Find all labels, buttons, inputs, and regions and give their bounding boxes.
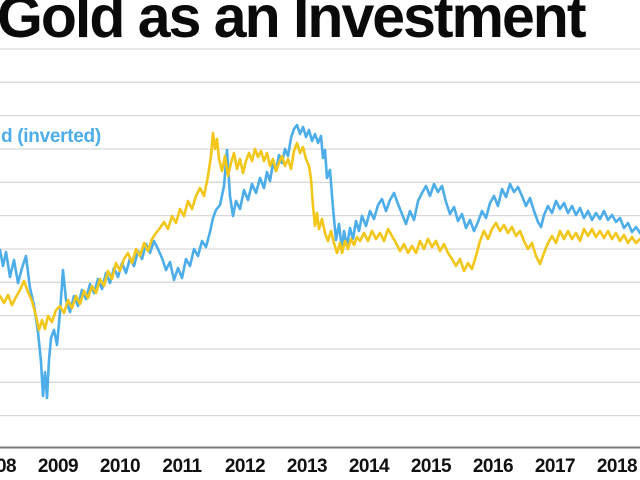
legend-inverted-series-label: d (inverted) — [1, 126, 101, 147]
x-tick-label-2012: 2012 — [225, 456, 265, 477]
x-tick-label-2008: 2008 — [0, 456, 16, 477]
x-tick-label-2011: 2011 — [162, 456, 202, 477]
x-tick-label-2013: 2013 — [287, 456, 327, 477]
x-tick-label-2015: 2015 — [411, 456, 452, 477]
x-tick-label-2016: 2016 — [473, 456, 513, 477]
x-tick-label-2017: 2017 — [535, 456, 575, 477]
x-tick-label-2018: 2018 — [597, 456, 637, 477]
chart-title: Gold as an Investment — [0, 0, 586, 50]
gold-series-line — [0, 131, 640, 332]
blue-inverted-series-line — [0, 123, 640, 400]
x-tick-label-2014: 2014 — [349, 456, 390, 477]
x-tick-label-2010: 2010 — [100, 456, 140, 477]
x-tick-label-2009: 2009 — [38, 456, 78, 477]
